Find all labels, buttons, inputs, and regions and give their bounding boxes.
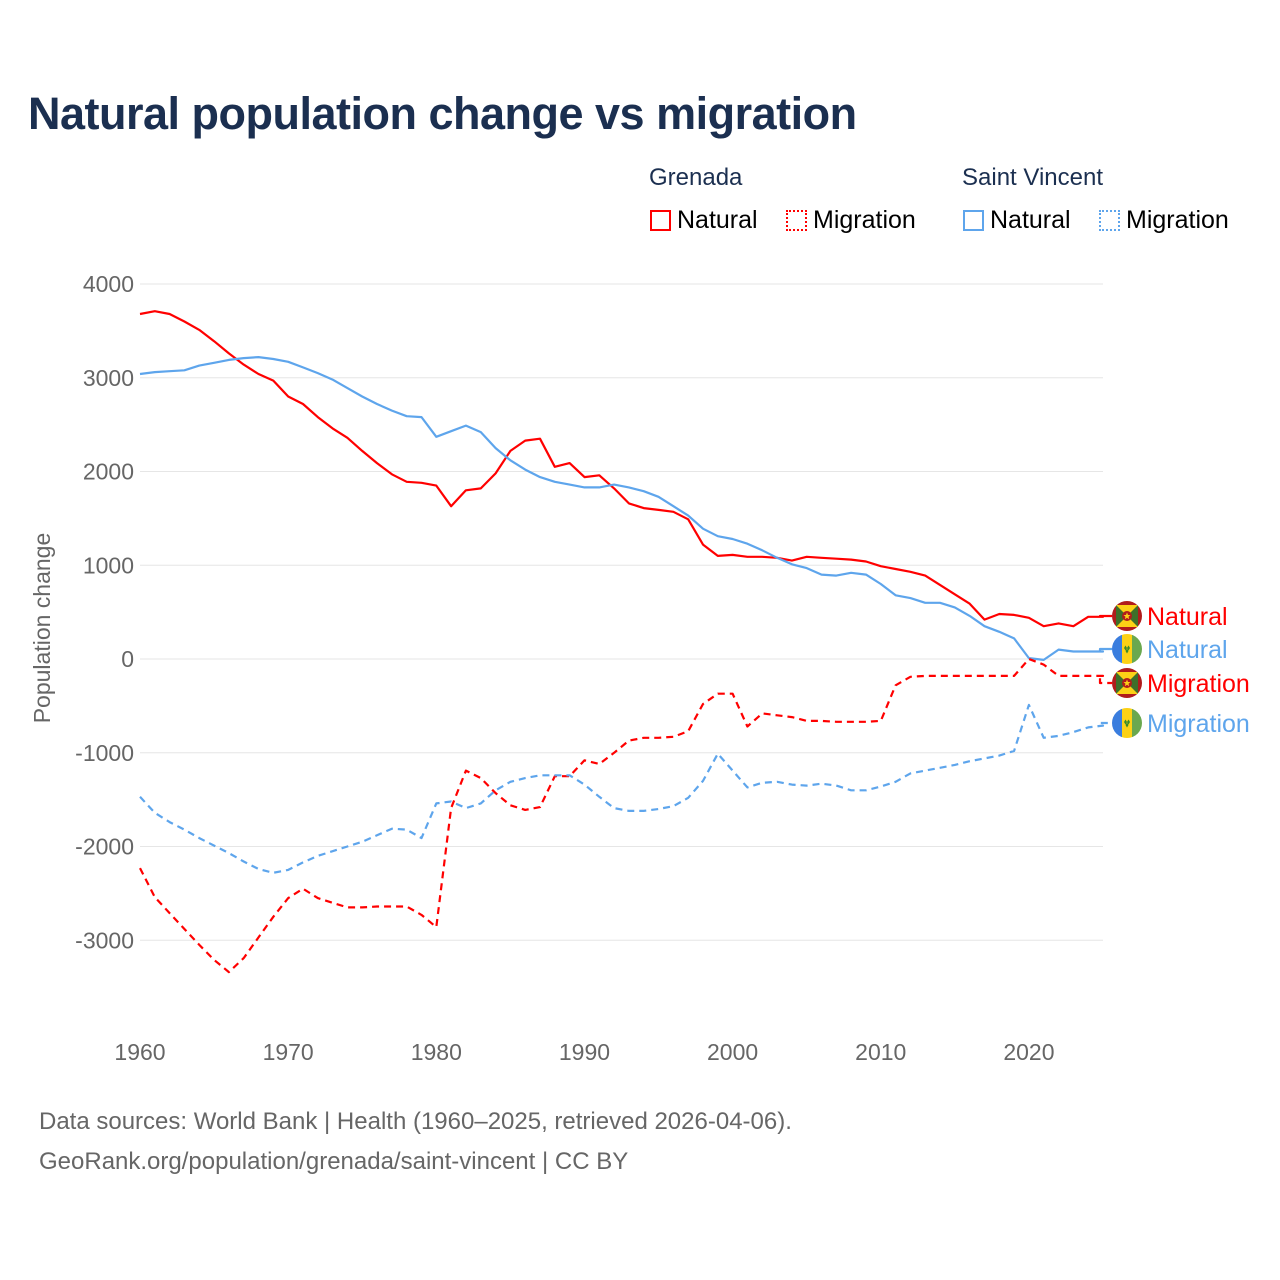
grenada-flag-icon: [1112, 668, 1142, 698]
legend-item-saint-vincent-migration[interactable]: Migration: [1099, 206, 1229, 235]
x-tick-label: 1980: [411, 1039, 462, 1065]
end-label: Natural: [1147, 636, 1228, 664]
legend-label: Natural: [990, 206, 1071, 234]
footer-sources: Data sources: World Bank | Health (1960–…: [39, 1108, 792, 1135]
legend-item-saint-vincent-natural[interactable]: Natural: [963, 206, 1071, 235]
legend-label: Migration: [813, 206, 916, 234]
legend-swatch-solid-blue: [963, 210, 984, 231]
series-line-saint-vincent-migration: [139, 703, 1112, 874]
x-tick-label: 1960: [114, 1039, 165, 1065]
y-tick-label: -1000: [75, 740, 134, 766]
legend-label: Migration: [1126, 206, 1229, 234]
y-axis-label: Population change: [29, 533, 55, 724]
legend-swatch-solid-red: [650, 210, 671, 231]
footer-attribution: GeoRank.org/population/grenada/saint-vin…: [39, 1148, 629, 1175]
x-tick-label: 1990: [559, 1039, 610, 1065]
legend-label: Natural: [677, 206, 758, 234]
series-line-grenada-migration: [139, 657, 1112, 974]
saint-vincent-flag-icon: [1112, 708, 1142, 738]
x-tick-label: 2000: [707, 1039, 758, 1065]
y-tick-label: -3000: [75, 927, 134, 953]
line-chart: 4000 3000 2000 1000 0 -1000 -2000 -3000 1960 197…: [29, 271, 1250, 1065]
end-label: Migration: [1147, 670, 1250, 698]
saint-vincent-flag-icon: [1112, 634, 1142, 664]
end-label: Natural: [1147, 603, 1228, 631]
end-label: Migration: [1147, 710, 1250, 738]
y-tick-label: 2000: [83, 459, 134, 485]
y-tick-label: 0: [121, 646, 134, 672]
x-tick-label: 1970: [263, 1039, 314, 1065]
grenada-flag-icon: [1112, 601, 1142, 631]
legend-group-saint-vincent: Saint Vincent: [962, 164, 1103, 191]
x-tick-label: 2020: [1003, 1039, 1054, 1065]
series-line-saint-vincent-natural: [139, 356, 1112, 661]
y-tick-label: 3000: [83, 365, 134, 391]
x-tick-label: 2010: [855, 1039, 906, 1065]
chart-title: Natural population change vs migration: [28, 88, 857, 139]
legend-group-grenada: Grenada: [649, 164, 743, 191]
y-tick-label: 1000: [83, 552, 134, 578]
y-tick-label: 4000: [83, 271, 134, 297]
legend-swatch-dotted-blue: [1099, 210, 1120, 231]
legend-item-grenada-migration[interactable]: Migration: [786, 206, 916, 235]
series-line-grenada-natural: [139, 310, 1112, 628]
legend-item-grenada-natural[interactable]: Natural: [650, 206, 758, 235]
y-tick-label: -2000: [75, 834, 134, 860]
legend-swatch-dotted-red: [786, 210, 807, 231]
